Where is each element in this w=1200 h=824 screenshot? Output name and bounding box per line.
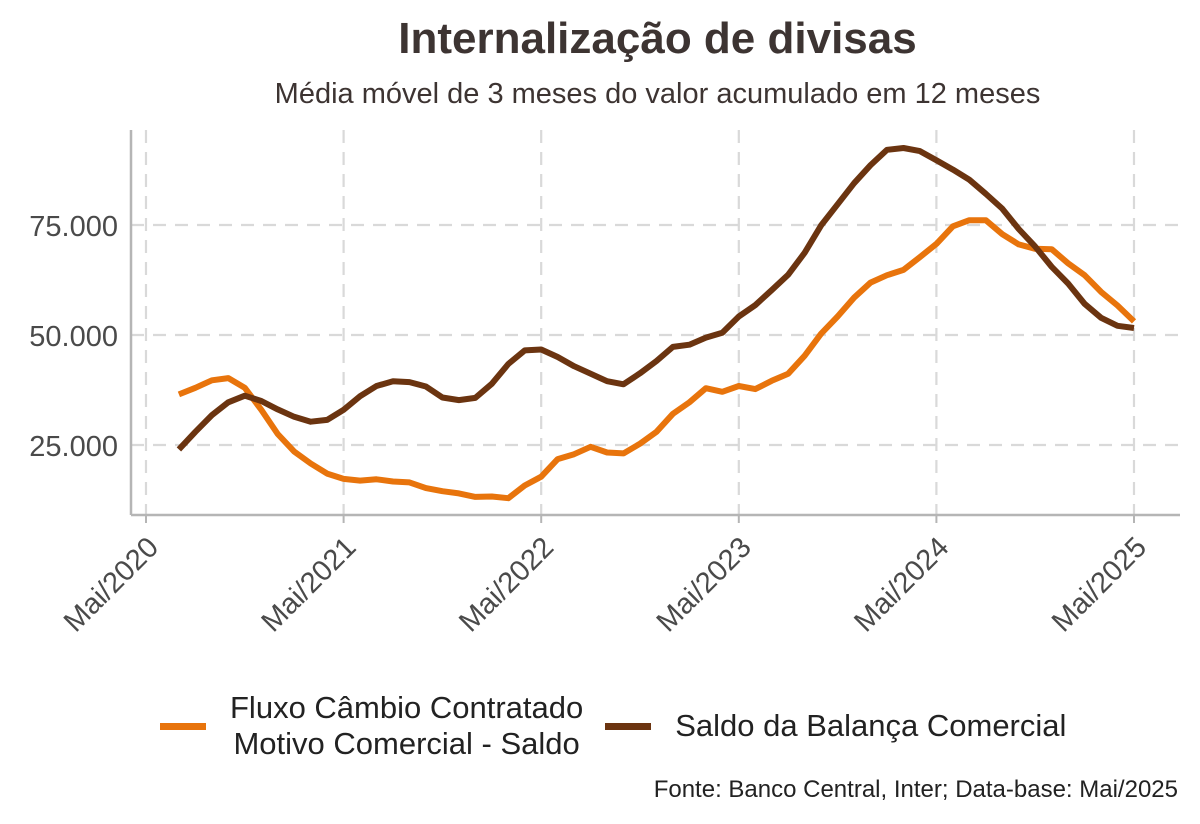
source-note: Fonte: Banco Central, Inter; Data-base: …: [653, 776, 1178, 803]
x-tick-label: Mai/2020: [58, 531, 165, 638]
legend-swatch-saldo: [605, 722, 652, 730]
line-chart: 25.000 50.000 75.000 Mai/2020 Mai/2021 Mai/20…: [29, 130, 1180, 638]
legend-label-saldo: Saldo da Balança Comercial: [675, 708, 1067, 743]
x-tick-label: Mai/2025: [1046, 531, 1153, 638]
y-tick-label: 75.000: [29, 211, 118, 243]
x-tick-label: Mai/2023: [651, 531, 758, 638]
gridlines: [131, 130, 1180, 515]
legend-swatch-fluxo: [160, 722, 206, 730]
chart-subtitle: Média móvel de 3 meses do valor acumulad…: [274, 78, 1041, 110]
series-lines: [176, 145, 1137, 502]
x-tick-label: Mai/2022: [453, 531, 560, 638]
x-tick-label: Mai/2024: [848, 531, 955, 638]
series-line-fluxo: [177, 217, 1137, 502]
tick-labels: 25.000 50.000 75.000 Mai/2020 Mai/2021 Mai/20…: [29, 211, 1153, 638]
chart-title: Internalização de divisas: [398, 14, 917, 63]
x-tick-label: Mai/2021: [256, 531, 363, 638]
y-tick-label: 50.000: [29, 321, 118, 353]
legend-label-fluxo: Fluxo Câmbio Contratado Motivo Comercial…: [230, 690, 583, 762]
legend: Fluxo Câmbio Contratado Motivo Comercial…: [160, 690, 1088, 762]
series-line-saldo: [176, 145, 1135, 452]
y-tick-label: 25.000: [29, 431, 118, 463]
legend-item-saldo: Saldo da Balança Comercial: [605, 708, 1066, 744]
axes: [129, 130, 1180, 523]
legend-item-fluxo: Fluxo Câmbio Contratado Motivo Comercial…: [160, 690, 583, 762]
legend-label-fluxo-line1: Fluxo Câmbio Contratado: [230, 690, 584, 725]
legend-label-fluxo-line2: Motivo Comercial - Saldo: [233, 726, 580, 761]
